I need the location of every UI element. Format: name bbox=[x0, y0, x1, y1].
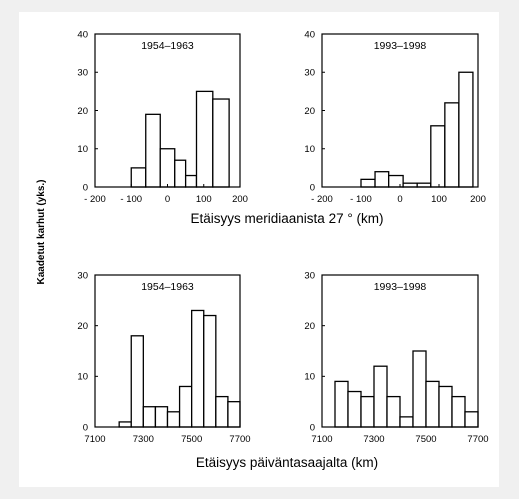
chart-4-bar bbox=[451, 395, 466, 428]
chart-2-xtick-label: - 200 bbox=[311, 194, 333, 205]
chart-3-bar bbox=[142, 406, 157, 428]
chart-2-bar bbox=[444, 102, 460, 188]
chart-2-xtick-label: 0 bbox=[397, 194, 402, 205]
chart-1-xtick-label: 200 bbox=[232, 194, 248, 205]
chart-4-ytick-label: 30 bbox=[304, 270, 315, 281]
chart-1-xtick-label: - 200 bbox=[84, 194, 106, 205]
chart-1-bar bbox=[174, 159, 187, 188]
chart-3-xtick-label: 7100 bbox=[84, 434, 105, 445]
chart-3-frame bbox=[94, 274, 241, 428]
chart-3-bar bbox=[118, 421, 132, 428]
chart-4-ytick-label: 20 bbox=[304, 321, 315, 332]
bottom-row-xlabel: Etäisyys päiväntasaajalta (km) bbox=[196, 455, 378, 470]
chart-3-ytick-label: 0 bbox=[83, 422, 88, 433]
chart-1-bar bbox=[195, 90, 214, 188]
chart-3-bar bbox=[154, 406, 169, 428]
chart-4-bar bbox=[373, 365, 388, 428]
chart-2-bar bbox=[430, 125, 446, 188]
chart-2-bar bbox=[388, 174, 404, 188]
chart-4-xtick-label: 7100 bbox=[311, 434, 332, 445]
chart-3-bar bbox=[227, 401, 241, 428]
chart-4-bar bbox=[347, 390, 362, 428]
chart-3-ytick-label: 20 bbox=[77, 321, 88, 332]
chart-3-title: 1954–1963 bbox=[141, 281, 194, 293]
chart-1-xtick-label: 0 bbox=[165, 194, 170, 205]
chart-4-bar bbox=[334, 380, 349, 428]
chart-2-xtick-label: 100 bbox=[431, 194, 447, 205]
chart-4-xtick-label: 7700 bbox=[467, 434, 488, 445]
chart-3-bar bbox=[191, 309, 205, 428]
chart-1-ytick-label: 0 bbox=[83, 182, 88, 193]
chart-4-bar bbox=[399, 416, 414, 428]
chart-1-bar bbox=[145, 113, 161, 188]
chart-4-ytick-label: 0 bbox=[310, 422, 315, 433]
chart-3-bar bbox=[166, 411, 181, 428]
chart-4-bar bbox=[464, 411, 479, 428]
chart-1-ytick-label: 40 bbox=[77, 29, 88, 40]
chart-2-ytick-label: 20 bbox=[304, 106, 315, 117]
chart-2-ytick-label: 10 bbox=[304, 144, 315, 155]
chart-4-xtick-label: 7300 bbox=[363, 434, 384, 445]
chart-4-title: 1993–1998 bbox=[374, 281, 427, 293]
chart-3-bar bbox=[178, 385, 193, 428]
chart-3-bar bbox=[130, 335, 144, 428]
chart-1-bar bbox=[212, 98, 230, 188]
chart-4-xtick-label: 7500 bbox=[415, 434, 436, 445]
chart-2-ytick-label: 40 bbox=[304, 29, 315, 40]
chart-3-bar bbox=[203, 314, 217, 428]
chart-1-bar bbox=[184, 174, 198, 188]
chart-3-ytick-label: 10 bbox=[77, 372, 88, 383]
chart-1-ytick-label: 30 bbox=[77, 68, 88, 79]
chart-3-xtick-label: 7700 bbox=[229, 434, 250, 445]
chart-3-ytick-label: 30 bbox=[77, 270, 88, 281]
chart-2-bar bbox=[458, 71, 474, 188]
chart-4-frame bbox=[321, 274, 479, 428]
chart-4-bar bbox=[360, 395, 375, 428]
chart-1-bar bbox=[159, 148, 176, 188]
chart-2-ytick-label: 30 bbox=[304, 68, 315, 79]
chart-3-bar bbox=[215, 395, 229, 428]
chart-3-xtick-label: 7300 bbox=[133, 434, 154, 445]
chart-4-bar bbox=[425, 380, 440, 428]
chart-2-title: 1993–1998 bbox=[374, 40, 427, 52]
chart-4-bar bbox=[412, 350, 427, 428]
chart-1-xtick-label: 100 bbox=[196, 194, 212, 205]
chart-1-xtick-label: - 100 bbox=[120, 194, 142, 205]
chart-3-xtick-label: 7500 bbox=[181, 434, 202, 445]
chart-2-xtick-label: - 100 bbox=[350, 194, 372, 205]
chart-2-xtick-label: 200 bbox=[470, 194, 486, 205]
shared-ylabel: Kaadetut karhut (yks.) bbox=[36, 179, 47, 284]
chart-1-ytick-label: 10 bbox=[77, 144, 88, 155]
chart-4-bar bbox=[438, 385, 453, 428]
chart-4-bar bbox=[386, 395, 401, 428]
top-row-xlabel: Etäisyys meridiaanista 27 ° (km) bbox=[191, 211, 384, 226]
chart-1-ytick-label: 20 bbox=[77, 106, 88, 117]
chart-1-title: 1954–1963 bbox=[141, 40, 194, 52]
chart-2-ytick-label: 0 bbox=[310, 182, 315, 193]
chart-1-bar bbox=[130, 167, 147, 188]
chart-2-bar bbox=[374, 171, 390, 188]
chart-2-bar bbox=[360, 178, 376, 188]
chart-4-ytick-label: 10 bbox=[304, 372, 315, 383]
